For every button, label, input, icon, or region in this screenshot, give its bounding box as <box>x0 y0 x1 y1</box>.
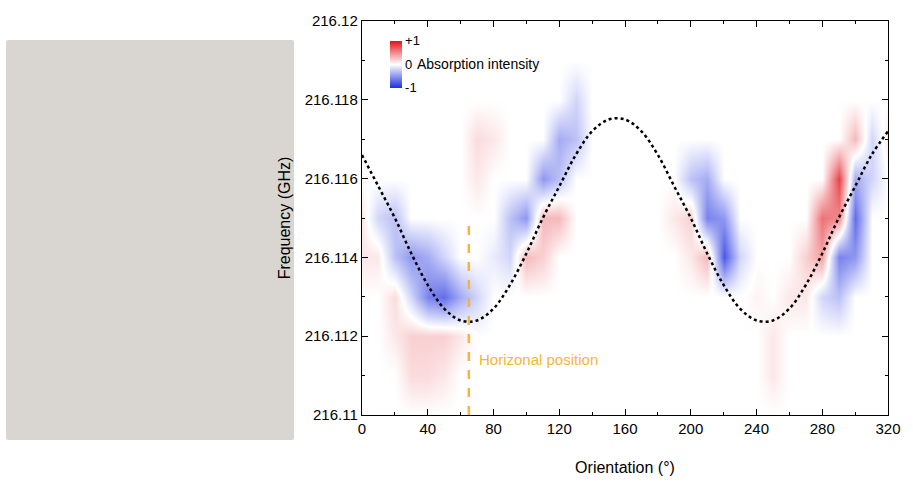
svg-text:40: 40 <box>419 420 436 437</box>
svg-text:280: 280 <box>810 420 835 437</box>
svg-text:Orientation (°): Orientation (°) <box>575 459 675 476</box>
svg-text:216.12: 216.12 <box>312 12 358 29</box>
svg-text:-1: -1 <box>405 80 417 95</box>
svg-text:216.11: 216.11 <box>313 406 358 423</box>
svg-text:Frequency (GHz): Frequency (GHz) <box>276 157 293 280</box>
svg-text:216.114: 216.114 <box>305 249 358 266</box>
svg-text:Absorption intensity: Absorption intensity <box>417 56 539 72</box>
svg-text:Horizonal position: Horizonal position <box>479 351 598 368</box>
svg-text:320: 320 <box>875 420 900 437</box>
svg-text:120: 120 <box>547 420 572 437</box>
svg-text:216.118: 216.118 <box>305 91 358 108</box>
svg-text:+1: +1 <box>405 33 420 48</box>
svg-text:0: 0 <box>358 420 366 437</box>
svg-text:80: 80 <box>485 420 502 437</box>
svg-text:0: 0 <box>405 57 412 72</box>
svg-text:216.112: 216.112 <box>305 327 358 344</box>
svg-text:216.116: 216.116 <box>305 170 358 187</box>
svg-text:200: 200 <box>678 420 703 437</box>
svg-text:240: 240 <box>744 420 769 437</box>
svg-text:160: 160 <box>612 420 637 437</box>
